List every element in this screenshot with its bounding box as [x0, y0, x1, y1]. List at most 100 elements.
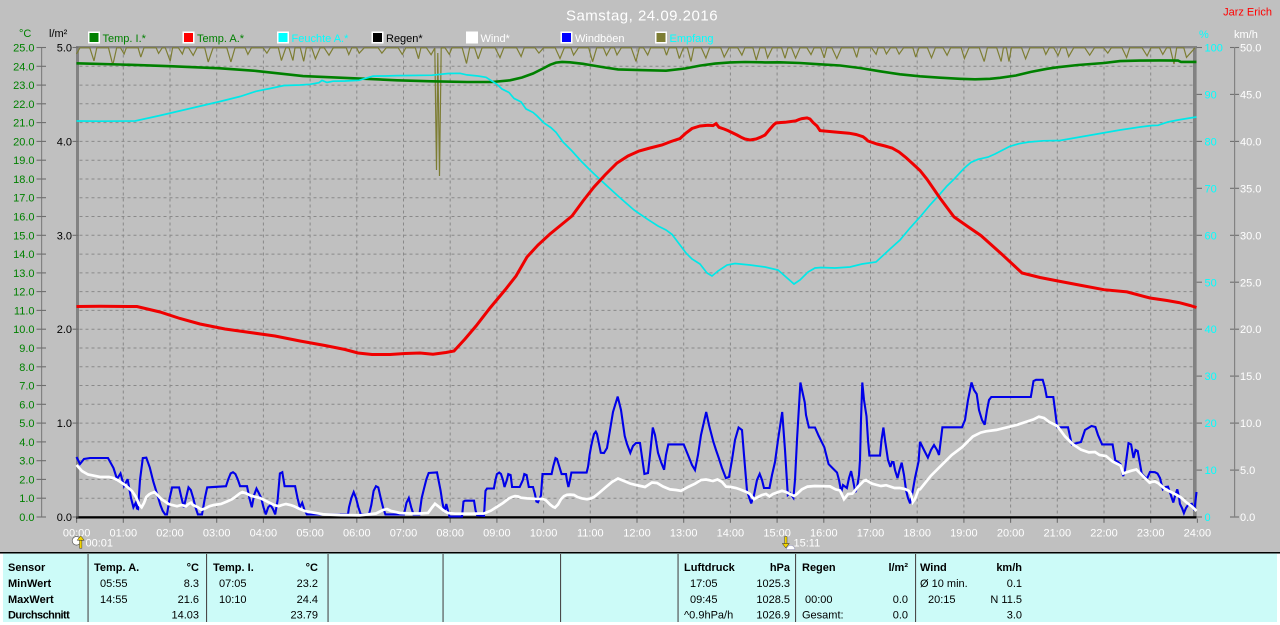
- svg-text:km/h: km/h: [996, 562, 1022, 574]
- svg-text:Temp. A.*: Temp. A.*: [197, 33, 245, 45]
- svg-text:23.2: 23.2: [297, 578, 318, 590]
- svg-text:08:00: 08:00: [436, 528, 464, 540]
- svg-text:20.0: 20.0: [13, 136, 34, 148]
- svg-text:1026.9: 1026.9: [756, 610, 790, 622]
- svg-text:18.0: 18.0: [13, 174, 34, 186]
- svg-text:16:00: 16:00: [810, 528, 838, 540]
- svg-text:^0.9hPa/h: ^0.9hPa/h: [684, 610, 733, 622]
- svg-text:100: 100: [1205, 43, 1223, 55]
- svg-text:5.0: 5.0: [19, 418, 34, 430]
- svg-text:22:00: 22:00: [1090, 528, 1118, 540]
- svg-text:Luftdruck: Luftdruck: [684, 562, 736, 574]
- svg-text:l/m²: l/m²: [888, 562, 908, 574]
- svg-text:Temp. A.: Temp. A.: [94, 562, 139, 574]
- svg-text:l/m²: l/m²: [49, 28, 68, 40]
- svg-text:Wind: Wind: [920, 562, 947, 574]
- svg-text:21.6: 21.6: [178, 594, 199, 606]
- svg-text:Regen*: Regen*: [386, 33, 423, 45]
- svg-text:km/h: km/h: [1234, 29, 1258, 41]
- svg-text:1028.5: 1028.5: [756, 594, 790, 606]
- svg-text:Samstag, 24.09.2016: Samstag, 24.09.2016: [566, 8, 718, 25]
- svg-text:°C: °C: [306, 562, 318, 574]
- svg-text:4.0: 4.0: [57, 136, 72, 148]
- svg-text:°C: °C: [19, 28, 31, 40]
- svg-text:35.0: 35.0: [1240, 183, 1261, 195]
- svg-text:24.4: 24.4: [297, 594, 318, 606]
- svg-text:Wind*: Wind*: [481, 33, 511, 45]
- svg-text:13.0: 13.0: [13, 268, 34, 280]
- svg-text:0.0: 0.0: [893, 594, 908, 606]
- svg-text:20.0: 20.0: [1240, 324, 1261, 336]
- svg-text:30: 30: [1205, 371, 1217, 383]
- svg-text:Temp. I.*: Temp. I.*: [103, 33, 147, 45]
- svg-text:07:05: 07:05: [219, 578, 247, 590]
- svg-text:06:00: 06:00: [343, 528, 371, 540]
- svg-text:25.0: 25.0: [1240, 277, 1261, 289]
- svg-text:09:45: 09:45: [690, 594, 718, 606]
- svg-text:10: 10: [1205, 465, 1217, 477]
- svg-text:14:55: 14:55: [100, 594, 128, 606]
- svg-text:14.0: 14.0: [13, 249, 34, 261]
- svg-text:02:00: 02:00: [156, 528, 184, 540]
- svg-text:Feuchte A.*: Feuchte A.*: [292, 33, 350, 45]
- svg-text:0.0: 0.0: [893, 610, 908, 622]
- svg-text:50: 50: [1205, 277, 1217, 289]
- svg-text:MaxWert: MaxWert: [8, 594, 54, 606]
- svg-text:11:00: 11:00: [577, 528, 604, 540]
- svg-text:3.0: 3.0: [1007, 610, 1022, 622]
- svg-text:16.0: 16.0: [13, 212, 34, 224]
- svg-text:4.0: 4.0: [19, 437, 34, 449]
- svg-text:0: 0: [1205, 512, 1211, 524]
- svg-text:0.1: 0.1: [1007, 578, 1022, 590]
- svg-text:60: 60: [1205, 230, 1217, 242]
- svg-text:24:00: 24:00: [1184, 528, 1212, 540]
- svg-text:12:00: 12:00: [623, 528, 651, 540]
- svg-text:20:15: 20:15: [928, 594, 956, 606]
- svg-text:1025.3: 1025.3: [756, 578, 790, 590]
- svg-text:21.0: 21.0: [13, 118, 34, 130]
- svg-text:23.79: 23.79: [290, 610, 318, 622]
- svg-text:00:00: 00:00: [63, 528, 91, 540]
- svg-text:22.0: 22.0: [13, 99, 34, 111]
- svg-text:Jarz Erich: Jarz Erich: [1223, 7, 1272, 19]
- svg-text:19.0: 19.0: [13, 155, 34, 167]
- svg-text:07:00: 07:00: [390, 528, 418, 540]
- svg-text:2.0: 2.0: [19, 474, 34, 486]
- svg-text:Temp. I.: Temp. I.: [213, 562, 254, 574]
- svg-text:45.0: 45.0: [1240, 89, 1261, 101]
- svg-text:0.0: 0.0: [57, 512, 72, 524]
- svg-text:00:01: 00:01: [86, 538, 114, 550]
- svg-text:20:00: 20:00: [997, 528, 1025, 540]
- svg-text:Durchschnitt: Durchschnitt: [8, 610, 70, 622]
- svg-text:0.0: 0.0: [1240, 512, 1255, 524]
- svg-text:70: 70: [1205, 183, 1217, 195]
- svg-text:MinWert: MinWert: [8, 578, 52, 590]
- svg-text:1.0: 1.0: [19, 493, 34, 505]
- svg-text:12.0: 12.0: [13, 287, 34, 299]
- svg-text:09:00: 09:00: [483, 528, 511, 540]
- svg-text:30.0: 30.0: [1240, 230, 1261, 242]
- svg-text:19:00: 19:00: [950, 528, 978, 540]
- svg-text:7.0: 7.0: [19, 381, 34, 393]
- svg-text:Empfang: Empfang: [670, 33, 714, 45]
- svg-text:5.0: 5.0: [1240, 465, 1255, 477]
- svg-text:01:00: 01:00: [110, 528, 138, 540]
- svg-text:40.0: 40.0: [1240, 136, 1261, 148]
- svg-text:14:00: 14:00: [717, 528, 745, 540]
- svg-text:%: %: [1199, 29, 1209, 41]
- svg-text:17.0: 17.0: [13, 193, 34, 205]
- svg-text:00:00: 00:00: [805, 594, 833, 606]
- svg-text:17:05: 17:05: [690, 578, 718, 590]
- svg-text:15:11: 15:11: [794, 538, 821, 550]
- svg-text:20: 20: [1205, 418, 1217, 430]
- svg-text:80: 80: [1205, 136, 1217, 148]
- svg-text:8.0: 8.0: [19, 362, 34, 374]
- svg-text:1.0: 1.0: [57, 418, 72, 430]
- svg-text:10:00: 10:00: [530, 528, 558, 540]
- svg-text:25.0: 25.0: [13, 43, 34, 55]
- svg-text:05:55: 05:55: [100, 578, 128, 590]
- svg-text:9.0: 9.0: [19, 343, 34, 355]
- svg-text:5.0: 5.0: [57, 43, 72, 55]
- svg-text:14.03: 14.03: [171, 610, 199, 622]
- svg-text:15:00: 15:00: [763, 528, 791, 540]
